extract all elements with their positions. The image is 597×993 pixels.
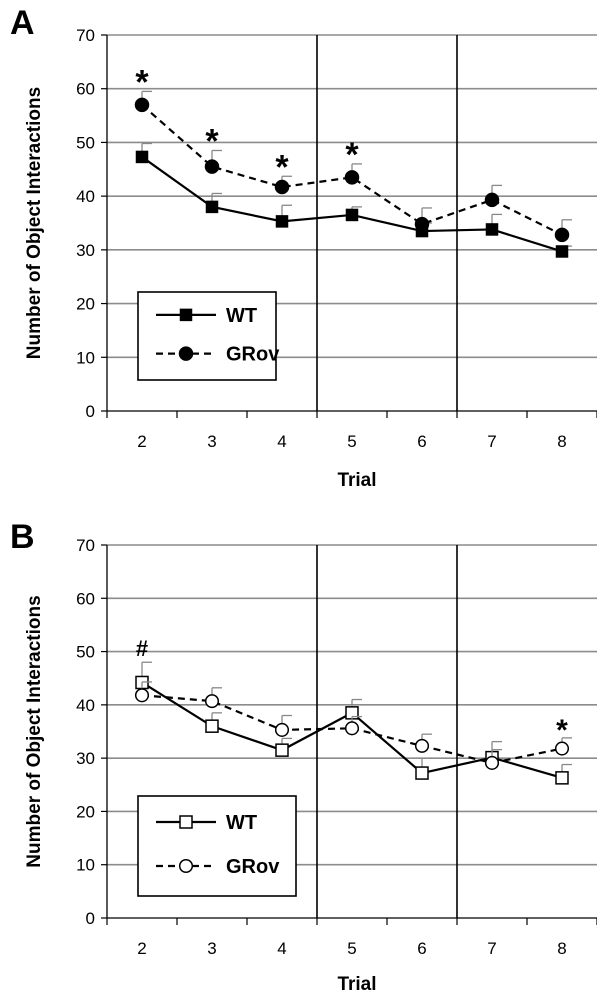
- y-tick-label: 10: [76, 348, 95, 367]
- significance-marker: *: [205, 122, 219, 160]
- y-tick-label: 40: [76, 696, 95, 715]
- data-point: [204, 694, 220, 709]
- data-point: [205, 200, 219, 214]
- data-point: [204, 159, 220, 174]
- y-tick-label: 50: [76, 133, 95, 152]
- y-tick-label: 50: [76, 643, 95, 662]
- panel-letter: A: [10, 4, 35, 42]
- x-tick-label: 5: [347, 939, 356, 958]
- y-tick-label: 30: [76, 749, 95, 768]
- data-point: [345, 208, 359, 222]
- legend-label: WT: [226, 812, 257, 834]
- x-tick-label: 6: [417, 939, 426, 958]
- data-point: [134, 688, 150, 703]
- data-point: [484, 755, 500, 770]
- legend: WT GRov: [137, 291, 280, 381]
- significance-marker: *: [275, 148, 289, 186]
- x-tick-label: 6: [417, 432, 426, 451]
- data-point: [274, 722, 290, 737]
- x-tick-label: 4: [277, 432, 286, 451]
- series-grov: [134, 90, 572, 243]
- data-point: [274, 179, 290, 195]
- legend-marker: [178, 346, 194, 361]
- data-point: [344, 721, 360, 736]
- y-tick-label: 10: [76, 856, 95, 875]
- panel-letter: B: [10, 518, 35, 556]
- significance-marker: #: [136, 636, 148, 661]
- x-tick-label: 8: [557, 432, 566, 451]
- x-tick-label: 2: [137, 939, 146, 958]
- y-tick-label: 0: [86, 402, 95, 421]
- y-tick-label: 70: [76, 26, 95, 45]
- data-point: [554, 227, 570, 243]
- x-axis-label: Trial: [337, 974, 376, 993]
- data-point: [414, 216, 430, 232]
- x-tick-label: 8: [557, 939, 566, 958]
- data-point: [415, 766, 429, 780]
- legend-label: GRov: [226, 344, 280, 366]
- series-grov: [134, 681, 572, 770]
- y-tick-label: 70: [76, 536, 95, 555]
- significance-marker: *: [345, 136, 359, 174]
- data-point: [344, 170, 360, 185]
- legend-box: [137, 795, 297, 897]
- data-point: [275, 743, 289, 757]
- significance-marker: *: [135, 63, 149, 101]
- x-tick-label: 5: [347, 432, 356, 451]
- y-tick-label: 20: [76, 802, 95, 821]
- significance-marker: *: [556, 714, 568, 747]
- x-axis-label: Trial: [337, 470, 376, 491]
- data-point: [555, 771, 569, 785]
- legend-marker: [179, 815, 193, 829]
- x-tick-label: 2: [137, 432, 146, 451]
- x-tick-label: 7: [487, 432, 496, 451]
- legend-marker: [179, 308, 193, 322]
- x-tick-label: 4: [277, 939, 286, 958]
- data-point: [414, 738, 430, 753]
- y-tick-label: 60: [76, 589, 95, 608]
- y-tick-label: 0: [86, 909, 95, 928]
- x-tick-label: 7: [487, 939, 496, 958]
- data-point: [485, 223, 499, 236]
- data-point: [554, 741, 570, 756]
- y-axis-label: Number of Object Interactions: [24, 595, 45, 867]
- legend: WT GRov: [137, 795, 297, 897]
- chart-panel-a: A 0 10 20 30 40 50 60 70 2 3 4 5 6 7 8 Trial Number of Ob…: [10, 4, 597, 491]
- x-tick-label: 3: [207, 432, 216, 451]
- legend-label: GRov: [226, 856, 280, 878]
- y-tick-label: 20: [76, 295, 95, 314]
- y-axis-label: Number of Object Interactions: [24, 87, 45, 359]
- legend-box: [137, 291, 277, 381]
- y-tick-label: 30: [76, 241, 95, 260]
- y-tick-label: 40: [76, 187, 95, 206]
- legend-marker: [178, 858, 194, 874]
- data-point: [135, 150, 149, 164]
- legend-label: WT: [226, 305, 257, 327]
- data-point: [134, 97, 150, 113]
- x-tick-label: 3: [207, 939, 216, 958]
- data-point: [205, 719, 219, 733]
- data-point: [484, 192, 500, 208]
- data-point: [275, 215, 289, 228]
- y-tick-label: 60: [76, 80, 95, 99]
- chart-panel-b: B 0 10 20 30 40 50 60 70 2 3 4 5 6 7 8 Trial Number of Ob…: [10, 518, 597, 993]
- data-point: [555, 245, 569, 258]
